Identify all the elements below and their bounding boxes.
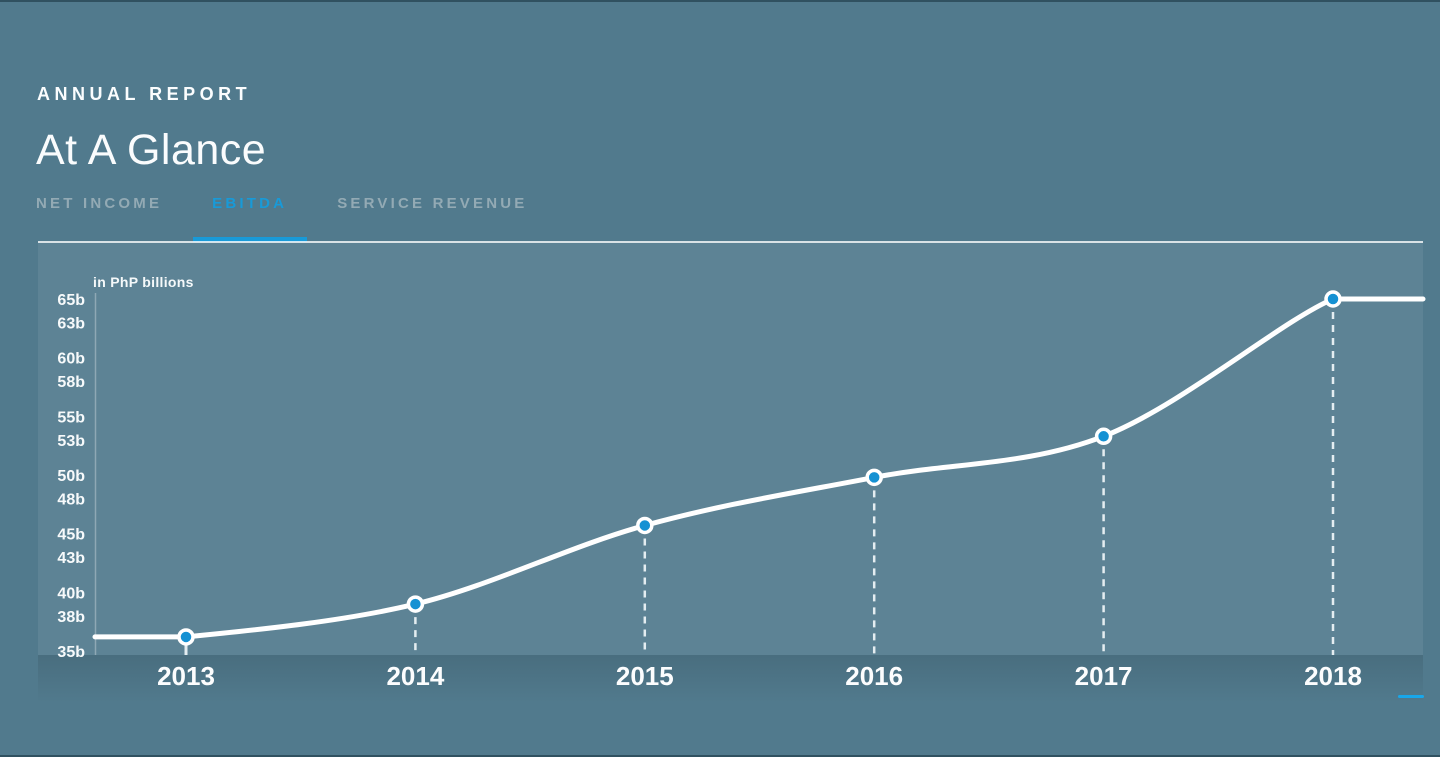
metric-tabs: NET INCOME EBITDA SERVICE REVENUE <box>36 195 527 242</box>
tab-service-revenue-label: SERVICE REVENUE <box>337 195 528 212</box>
y-tick-65b: 65b <box>57 292 85 309</box>
y-tick-55b: 55b <box>57 409 85 426</box>
chart-unit-label: in PhP billions <box>93 274 194 290</box>
chart-top-border <box>38 241 1423 243</box>
bottom-edge-divider <box>0 755 1440 757</box>
y-tick-58b: 58b <box>57 374 85 391</box>
y-tick-43b: 43b <box>57 550 85 567</box>
y-tick-40b: 40b <box>57 585 85 602</box>
active-tab-underline <box>192 237 307 242</box>
x-label-2014: 2014 <box>386 661 444 691</box>
data-point-2013[interactable] <box>177 628 195 646</box>
tab-net-income-label: NET INCOME <box>36 195 163 212</box>
data-point-2018[interactable] <box>1324 290 1342 308</box>
tab-net-income[interactable]: NET INCOME <box>36 195 162 242</box>
ebitda-series-line <box>92 296 1426 640</box>
x-label-2013: 2013 <box>157 661 215 691</box>
y-tick-60b: 60b <box>57 351 85 368</box>
tab-ebitda[interactable]: EBITDA <box>192 195 307 242</box>
x-label-2017: 2017 <box>1075 661 1133 691</box>
x-label-2015: 2015 <box>616 661 674 691</box>
y-tick-63b: 63b <box>57 315 85 332</box>
data-point-2014[interactable] <box>406 595 425 613</box>
y-tick-53b: 53b <box>57 433 85 450</box>
tab-ebitda-label: EBITDA <box>212 195 288 212</box>
report-eyebrow: ANNUAL REPORT <box>37 84 252 104</box>
data-point-2015[interactable] <box>636 516 654 535</box>
tab-service-revenue[interactable]: SERVICE REVENUE <box>337 195 527 242</box>
carousel-indicator[interactable] <box>1398 695 1424 698</box>
x-label-2016: 2016 <box>845 661 903 691</box>
y-tick-48b: 48b <box>57 491 85 508</box>
y-tick-38b: 38b <box>57 609 85 626</box>
data-point-2016[interactable] <box>865 468 883 487</box>
page-title: At A Glance <box>36 126 267 174</box>
y-tick-35b: 35b <box>57 644 85 661</box>
data-point-2017[interactable] <box>1094 427 1113 446</box>
chart-drop-shadow <box>38 655 1423 703</box>
top-edge-divider <box>0 0 1440 2</box>
chart-plot-area <box>38 243 1423 655</box>
y-tick-50b: 50b <box>57 468 85 485</box>
x-label-2018: 2018 <box>1304 661 1362 691</box>
y-tick-45b: 45b <box>57 527 85 544</box>
